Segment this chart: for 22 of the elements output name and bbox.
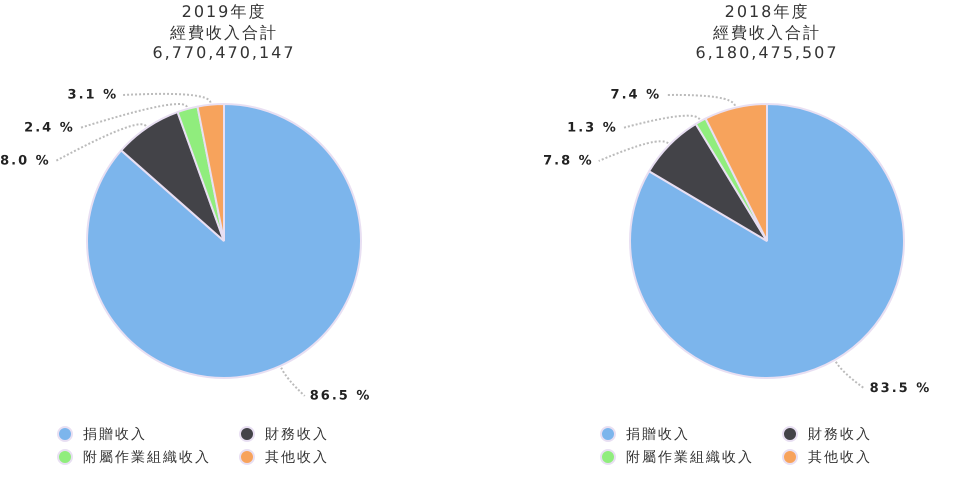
legend-label: 其他收入 (265, 450, 329, 466)
chart-subtitle: 經費收入合計 (712, 22, 822, 43)
data-label: 2.4 % (24, 120, 75, 136)
legend-label: 財務收入 (808, 426, 872, 443)
data-label: 86.5 % (310, 388, 372, 404)
legend-label: 其他收入 (808, 450, 872, 466)
legend-label: 附屬作業組織收入 (83, 450, 211, 466)
data-label: 1.3 % (567, 120, 618, 136)
text: 6,770,470,147 (151, 43, 297, 64)
legend-label: 財務收入 (265, 426, 329, 443)
legend-label: 附屬作業組織收入 (626, 450, 754, 466)
data-label: 7.4 % (610, 87, 662, 102)
data-label: 3.1 % (68, 87, 118, 102)
data-label: 7.8 % (543, 153, 594, 168)
data-label: 8.0 % (0, 153, 51, 168)
chart-subtitle: 經費收入合計 (169, 22, 279, 43)
text: 6,180,475,507 (694, 43, 840, 64)
data-label: 83.5 % (870, 381, 932, 396)
chart-title: 2019年度 (180, 2, 268, 22)
legend-label: 捐贈收入 (626, 426, 690, 443)
legend-label: 捐贈收入 (83, 426, 147, 443)
chart-title: 2018年度 (724, 2, 810, 22)
